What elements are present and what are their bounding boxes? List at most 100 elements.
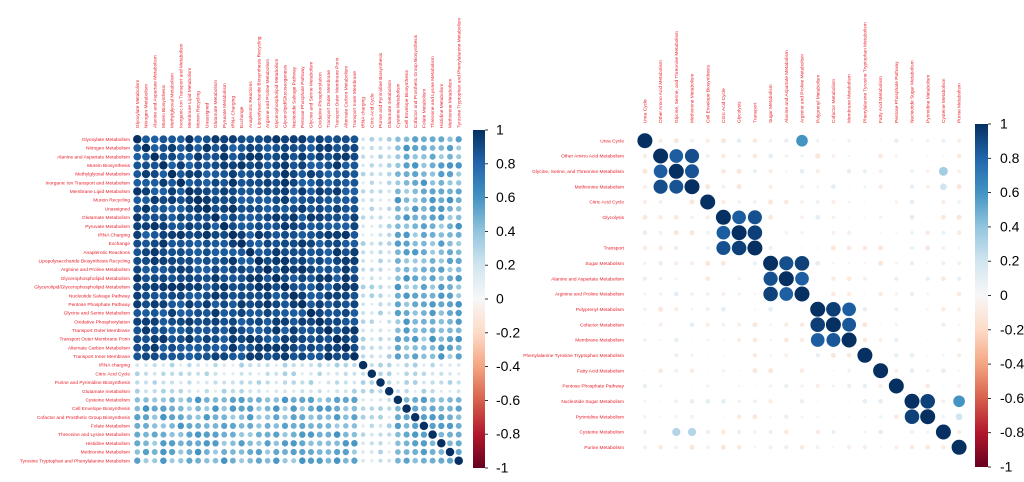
correlation-cell xyxy=(185,256,194,265)
correlation-cell xyxy=(247,422,254,429)
correlation-cell xyxy=(315,352,324,361)
correlation-cell xyxy=(291,371,297,377)
correlation-cell xyxy=(369,180,375,186)
correlation-cell xyxy=(403,353,410,360)
correlation-cell xyxy=(176,152,185,161)
correlation-cell xyxy=(394,283,402,291)
correlation-cell xyxy=(370,224,374,228)
correlation-cell xyxy=(926,339,929,341)
correlation-cell xyxy=(343,362,349,368)
correlation-cell xyxy=(280,343,290,352)
correlation-cell xyxy=(925,383,931,389)
correlation-cell xyxy=(438,283,445,291)
correlation-cell xyxy=(351,396,358,404)
correlation-cell xyxy=(879,215,883,219)
correlation-cell xyxy=(911,339,913,341)
correlation-cell xyxy=(395,457,401,464)
correlation-cell xyxy=(369,441,374,446)
correlation-cell xyxy=(194,326,203,335)
correlation-cell xyxy=(384,386,394,396)
correlation-cell xyxy=(420,457,427,464)
correlation-cell xyxy=(420,318,427,325)
correlation-cell xyxy=(289,161,298,170)
correlation-cell xyxy=(438,214,445,221)
correlation-cell xyxy=(753,308,756,311)
correlation-cell xyxy=(420,396,428,404)
correlation-cell xyxy=(185,265,194,274)
correlation-cell xyxy=(204,388,210,394)
row-label: Glycine, Serine, and Threonine Metabolis… xyxy=(532,169,624,175)
correlation-cell xyxy=(378,172,383,177)
correlation-cell xyxy=(185,317,194,326)
correlation-cell xyxy=(370,302,374,306)
correlation-cell xyxy=(220,300,229,309)
correlation-cell xyxy=(272,152,281,161)
correlation-cell xyxy=(179,380,183,385)
correlation-cell xyxy=(159,265,168,274)
correlation-cell xyxy=(753,446,757,449)
correlation-cell xyxy=(378,406,383,412)
correlation-cell xyxy=(202,256,211,265)
correlation-cell xyxy=(150,343,159,352)
correlation-cell xyxy=(263,239,272,248)
correlation-cell xyxy=(369,189,374,194)
correlation-cell xyxy=(196,371,201,376)
correlation-cell xyxy=(291,380,296,385)
correlation-cell xyxy=(420,197,427,204)
correlation-cell xyxy=(299,414,306,421)
correlation-cell xyxy=(229,457,236,464)
correlation-cell xyxy=(369,198,374,203)
correlation-cell xyxy=(367,369,377,379)
correlation-cell xyxy=(700,194,716,210)
correlation-cell xyxy=(429,223,436,230)
correlation-cell xyxy=(446,275,454,282)
correlation-cell xyxy=(378,181,383,185)
correlation-cell xyxy=(333,317,342,326)
correlation-cell xyxy=(133,256,142,265)
correlation-cell xyxy=(134,405,141,412)
correlation-cell xyxy=(455,266,462,273)
correlation-cell xyxy=(815,260,821,266)
correlation-cell xyxy=(280,256,290,266)
correlation-cell xyxy=(642,445,647,450)
correlation-cell xyxy=(273,440,280,447)
correlation-cell xyxy=(370,311,374,315)
correlation-cell xyxy=(168,265,177,274)
correlation-cell xyxy=(308,422,314,429)
correlation-cell xyxy=(315,222,324,231)
correlation-cell xyxy=(263,335,272,344)
correlation-cell xyxy=(956,291,962,297)
correlation-cell xyxy=(168,161,176,170)
correlation-cell xyxy=(143,380,149,385)
correlation-cell xyxy=(194,213,203,222)
correlation-cell xyxy=(737,200,741,204)
colorbar-tick-label: 0.2 xyxy=(496,257,516,273)
correlation-cell xyxy=(387,250,392,255)
correlation-cell xyxy=(325,397,332,403)
correlation-cell xyxy=(315,335,324,344)
correlation-cell xyxy=(341,170,350,179)
correlation-cell xyxy=(298,135,307,144)
correlation-cell xyxy=(151,431,158,438)
correlation-cell xyxy=(134,449,141,455)
correlation-cell xyxy=(202,152,211,161)
correlation-cell xyxy=(395,188,401,195)
correlation-cell xyxy=(228,265,237,274)
correlation-cell xyxy=(281,300,289,309)
correlation-cell xyxy=(926,354,929,357)
correlation-cell xyxy=(926,216,929,219)
correlation-cell xyxy=(395,214,401,221)
correlation-cell xyxy=(332,291,342,300)
correlation-cell xyxy=(720,444,726,450)
correlation-cell xyxy=(194,222,203,231)
correlation-cell xyxy=(159,274,168,283)
correlation-cell xyxy=(862,399,868,404)
correlation-cell xyxy=(186,422,193,429)
correlation-cell xyxy=(455,405,462,412)
correlation-cell xyxy=(228,326,238,335)
correlation-cell xyxy=(361,441,365,446)
correlation-cell xyxy=(926,430,930,434)
correlation-cell xyxy=(815,384,820,388)
correlation-cell xyxy=(439,371,444,376)
correlation-cell xyxy=(221,440,227,446)
